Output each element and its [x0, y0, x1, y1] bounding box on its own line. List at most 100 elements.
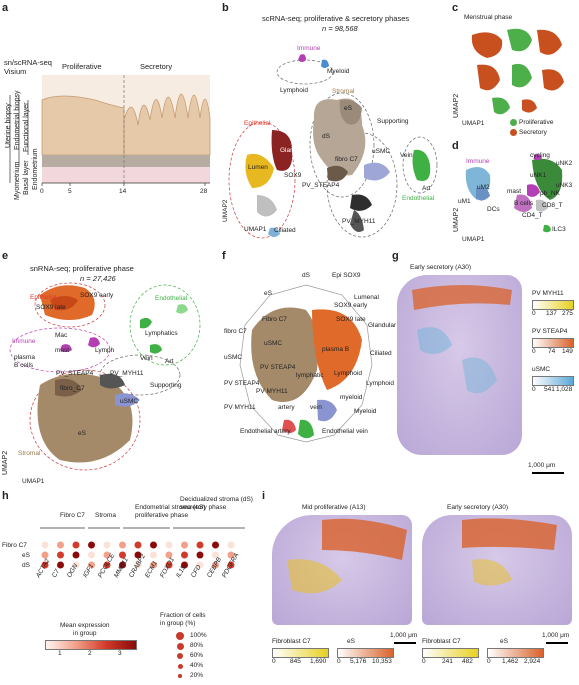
label-endometrial-biopsy: Endometrial biopsy	[14, 90, 21, 150]
panel-letter-c: c	[452, 2, 459, 14]
h-frac-dot	[176, 642, 184, 650]
h-row-0: Fibro C7	[2, 542, 27, 549]
h-row-1: eS	[22, 552, 30, 559]
legend-dot-secretory	[510, 129, 517, 136]
umap-e	[9, 282, 201, 471]
label-d-um1: uM1	[458, 198, 471, 205]
legend-g-1-name: PV STEAP4	[532, 328, 568, 335]
h-dot	[196, 541, 204, 549]
label-f-3: Lumenal	[354, 294, 379, 301]
label-e-epithelial: Epithelial	[30, 294, 57, 301]
h-frac-label: 20%	[190, 672, 204, 679]
h-dot	[57, 541, 64, 549]
h-dot	[181, 551, 188, 559]
label-f-9: Ciliated	[370, 350, 392, 357]
legend-g-0-t2: 275	[562, 310, 573, 317]
panel-letter-a: a	[2, 2, 9, 14]
umap-d	[465, 154, 563, 233]
label-d-unk1: uNK1	[530, 172, 547, 179]
legend-g-1-t1: 74	[548, 348, 556, 355]
i-leg-2-t1: 241	[442, 658, 453, 665]
legend-secretory: Secretory	[519, 129, 547, 136]
label-e-mac: Mac	[55, 332, 68, 339]
h-frac-dot	[176, 632, 184, 640]
label-endothelial: Endothelial	[402, 195, 435, 202]
h-dot	[227, 561, 235, 569]
label-f-8: Fibro C7	[262, 316, 287, 323]
label-e-fibro-c7: fibro_C7	[60, 385, 85, 392]
h-frac-label: 80%	[190, 642, 204, 649]
h-frac-label: 40%	[190, 662, 204, 669]
panel-letter-b: b	[222, 2, 229, 14]
label-e-vein: Vein	[140, 355, 153, 362]
umap-f	[239, 284, 373, 443]
label-lumen: Lumen	[248, 164, 268, 171]
label-f-24: Endothelial artery	[240, 428, 291, 435]
label-pv-steap4: PV_STEAP4	[302, 182, 340, 189]
panel-a: sn/scRNA-seq Visium Proliferative Secret…	[0, 0, 215, 245]
i-scale-bar-1	[546, 642, 568, 644]
h-expr-t2: 3	[118, 650, 122, 657]
h-dot	[41, 561, 49, 569]
i-scale-0: 1,000 μm	[390, 632, 418, 639]
label-art: Art	[422, 185, 431, 192]
h-dot	[150, 551, 157, 559]
label-supporting: Supporting	[377, 118, 409, 125]
label-f-4: SOX9 early	[334, 302, 368, 309]
legend-g-2-t2: 1,028	[556, 386, 573, 393]
h-frac-dot	[178, 674, 182, 678]
legend-g-0-t1: 137	[546, 310, 557, 317]
label-f-16: lymphatic	[296, 372, 324, 379]
label-d-pb-nk: pb_NK	[540, 190, 560, 197]
h-expr-t1: 2	[88, 650, 92, 657]
label-d-unk3: uNK3	[556, 182, 573, 189]
label-e-pv-myh11: PV_MYH11	[110, 370, 144, 377]
i-leg-3-t1: 1,462	[502, 658, 519, 665]
panel-c-title: Menstrual phase	[464, 14, 513, 21]
panel-g: Early secretory (A30) PV MYH11 0 137 275…	[392, 250, 579, 490]
panel-e-title: snRNA-seq; proliferative phase	[30, 264, 134, 273]
h-dot	[57, 551, 64, 559]
legend-proliferative: Proliferative	[519, 119, 554, 126]
label-e-pv-steap4: PV_STEAP4	[56, 370, 94, 377]
label-uterine-biopsy: Uterine biopsy	[5, 103, 12, 148]
label-f-6: fibro C7	[224, 328, 247, 335]
i-leg-2-bar	[422, 648, 479, 658]
legend-g-0-bar	[532, 300, 574, 310]
h-expr-bar	[45, 640, 137, 650]
label-e-sox9-late: SOX9 late	[36, 304, 66, 311]
label-d-mast: mast	[507, 188, 522, 195]
label-e-immune: Immune	[12, 338, 36, 345]
label-f-13: PV STEAP4	[224, 380, 260, 387]
h-dot	[103, 541, 111, 549]
i-leg-0-t2: 1,690	[310, 658, 327, 665]
i-leg-2-name: Fibroblast C7	[422, 638, 461, 645]
label-functional-layer: Functional layer	[23, 102, 30, 152]
panel-d: Immune cycling uNK2 uNK1 uNK3 uM2 mast p…	[452, 140, 579, 250]
axis-umap1: UMAP1	[244, 226, 267, 233]
h-dot	[41, 541, 49, 549]
label-f-25: Endothelial vein	[322, 428, 368, 435]
label-e-lymph: Lymph	[95, 347, 115, 354]
i-leg-0-t0: 0	[272, 658, 276, 665]
panel-i: Mid proliferative (A13) Early secretory …	[262, 490, 579, 685]
h-group-3: Decidualized stroma (dS) secretory phase	[180, 496, 253, 511]
h-dot	[165, 561, 173, 569]
axis-e-umap2: UMAP2	[2, 450, 9, 475]
h-dot	[165, 541, 173, 549]
label-f-17: Lymphoid	[334, 370, 362, 377]
label-f-21: Myeloid	[354, 408, 377, 415]
label-f-2: eS	[264, 290, 272, 297]
label-e-lymphatics: Lymphatics	[145, 330, 178, 337]
label-e-endothelial: Endothelial	[155, 295, 188, 302]
label-f-12: plasma B	[322, 346, 350, 353]
label-lymphoid: Lymphoid	[280, 87, 308, 94]
i-leg-3-bar	[487, 648, 544, 658]
axis-umap2: UMAP2	[222, 199, 229, 222]
phase-secretory: Secretory	[140, 62, 173, 71]
h-frac-label: 60%	[190, 652, 204, 659]
label-f-20: PV MYH11	[256, 388, 288, 395]
h-frac-title: Fraction of cells in group (%)	[160, 612, 206, 627]
h-group-1: Stroma	[95, 512, 116, 519]
label-d-dcs: DCs	[487, 206, 500, 213]
